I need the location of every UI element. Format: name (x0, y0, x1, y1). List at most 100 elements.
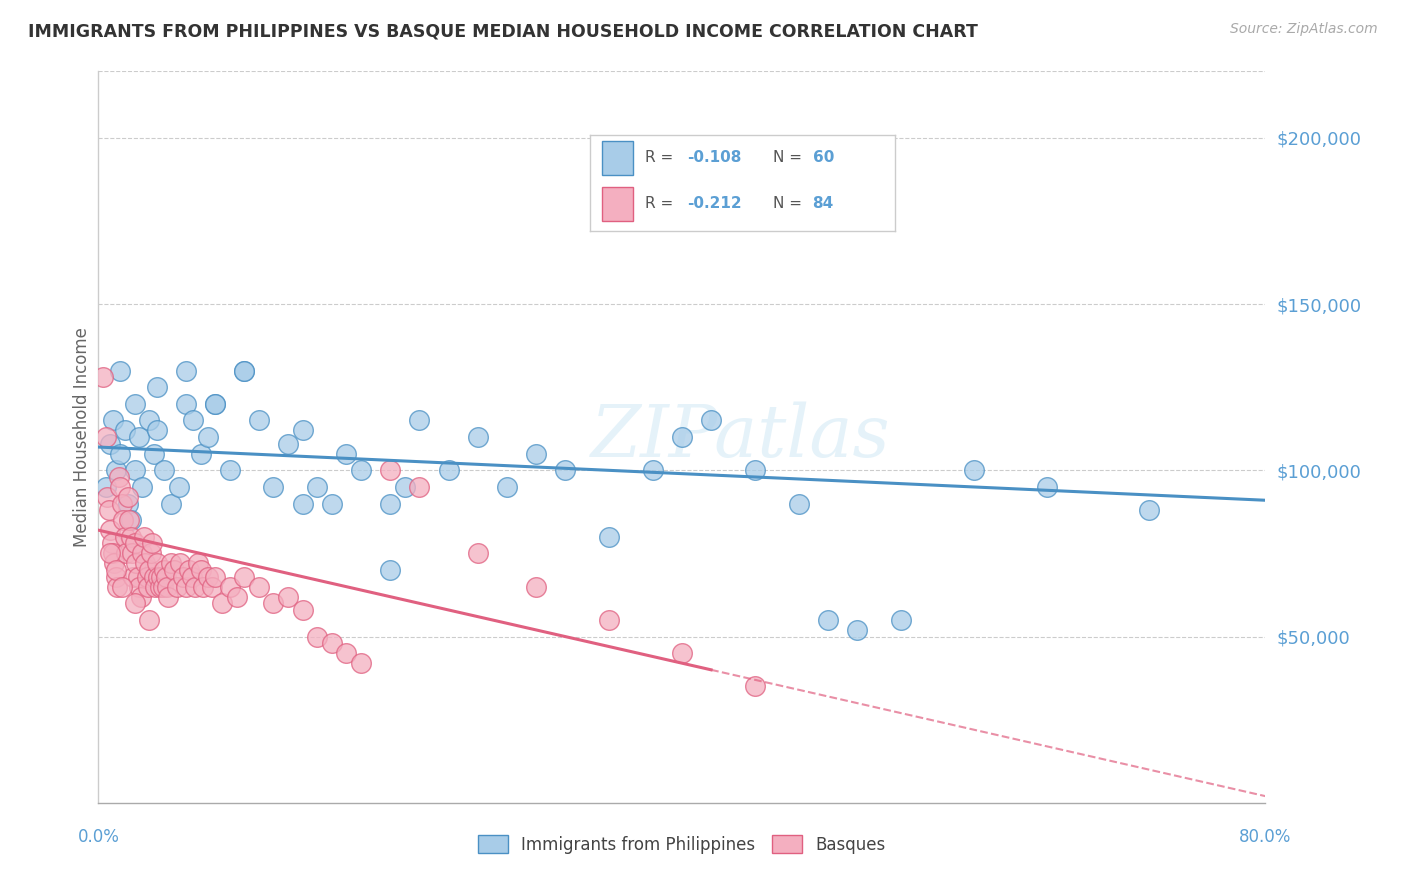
Point (307, 630, 329, 644)
Point (598, 530, 620, 544)
Point (111, 497, 134, 511)
Point (150, 570, 173, 584)
Point (204, 397, 226, 411)
Point (524, 447, 547, 461)
Point (160, 497, 183, 511)
Point (139, 546, 162, 560)
Point (120, 513, 142, 527)
Point (104, 563, 127, 577)
Point (180, 570, 202, 584)
Point (218, 580, 240, 594)
Text: R =: R = (645, 196, 678, 211)
Point (124, 397, 146, 411)
Point (148, 570, 170, 584)
Point (131, 546, 153, 560)
Point (146, 557, 169, 571)
Point (394, 480, 416, 494)
Point (98, 523, 121, 537)
Text: Source: ZipAtlas.com: Source: ZipAtlas.com (1230, 22, 1378, 37)
Text: N =: N = (773, 150, 807, 165)
Point (101, 413, 124, 427)
Point (142, 570, 165, 584)
Point (744, 463, 766, 477)
Point (321, 636, 343, 650)
Point (132, 530, 155, 544)
Point (262, 596, 284, 610)
Point (101, 546, 124, 560)
Point (787, 497, 810, 511)
Point (138, 563, 160, 577)
Point (115, 546, 138, 560)
Point (744, 680, 766, 694)
Point (193, 580, 215, 594)
Point (110, 363, 132, 377)
Point (104, 463, 127, 477)
Point (277, 590, 299, 604)
Point (190, 447, 212, 461)
Point (111, 580, 134, 594)
Point (117, 490, 139, 504)
Point (142, 447, 165, 461)
Point (700, 413, 723, 427)
Text: N =: N = (773, 196, 807, 211)
Point (153, 563, 176, 577)
Point (146, 424, 169, 438)
Point (262, 480, 284, 494)
Point (962, 463, 984, 477)
Point (671, 430, 693, 444)
Point (183, 580, 205, 594)
Text: R =: R = (645, 150, 678, 165)
Point (218, 463, 240, 477)
Point (1035, 480, 1057, 494)
Text: IMMIGRANTS FROM PHILIPPINES VS BASQUE MEDIAN HOUSEHOLD INCOME CORRELATION CHART: IMMIGRANTS FROM PHILIPPINES VS BASQUE ME… (28, 22, 979, 40)
Point (177, 563, 200, 577)
Point (98, 436, 121, 450)
Point (233, 363, 256, 377)
Point (181, 413, 204, 427)
Point (121, 546, 143, 560)
Point (467, 430, 489, 444)
Point (131, 480, 153, 494)
Point (153, 463, 176, 477)
Point (204, 397, 226, 411)
Point (114, 530, 136, 544)
Point (187, 557, 209, 571)
Point (114, 424, 136, 438)
Point (100, 536, 122, 550)
Point (138, 413, 160, 427)
Point (817, 613, 839, 627)
Point (247, 580, 270, 594)
Point (94, 430, 117, 444)
Text: 84: 84 (813, 196, 834, 211)
Point (91, 370, 114, 384)
Point (97, 503, 120, 517)
Point (166, 580, 188, 594)
Point (138, 613, 160, 627)
Point (129, 590, 152, 604)
Text: 80.0%: 80.0% (1239, 828, 1292, 846)
Point (128, 580, 150, 594)
Text: 0.0%: 0.0% (77, 828, 120, 846)
Point (169, 557, 191, 571)
Point (156, 580, 179, 594)
Point (155, 570, 177, 584)
Point (524, 580, 547, 594)
Point (117, 497, 139, 511)
Point (335, 646, 357, 660)
Point (233, 570, 256, 584)
Point (204, 570, 226, 584)
Point (146, 380, 169, 394)
Point (201, 580, 224, 594)
Point (291, 497, 314, 511)
Point (160, 557, 183, 571)
Point (124, 536, 146, 550)
Point (167, 480, 190, 494)
Point (174, 363, 197, 377)
Text: -0.108: -0.108 (688, 150, 742, 165)
Point (104, 570, 127, 584)
FancyBboxPatch shape (602, 187, 633, 221)
Point (143, 580, 166, 594)
Point (124, 463, 146, 477)
Point (1137, 503, 1160, 517)
Point (124, 596, 146, 610)
